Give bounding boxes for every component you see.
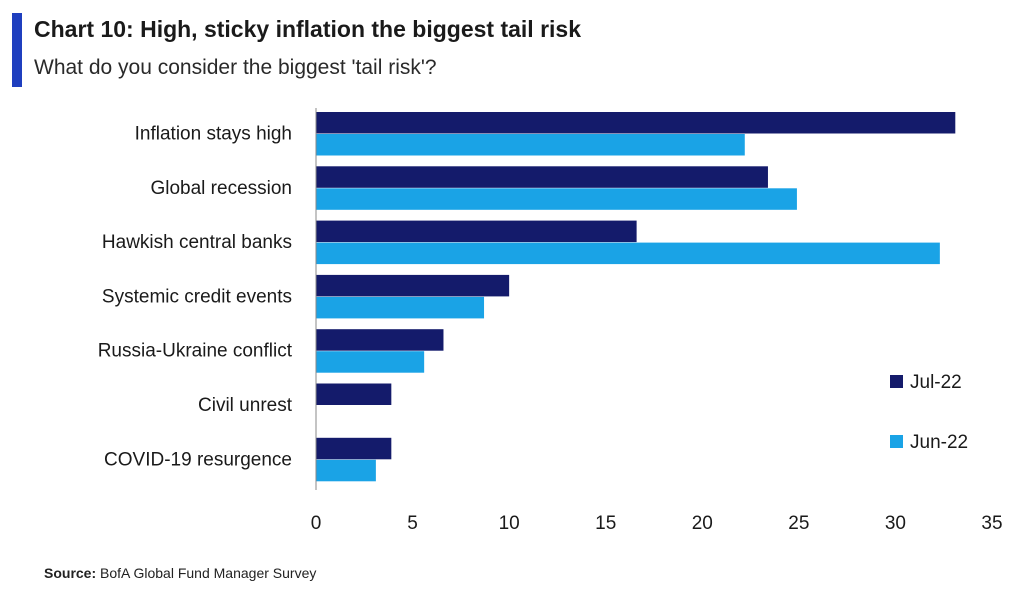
- category-label: Inflation stays high: [135, 124, 292, 145]
- bar-jul-22: [316, 274, 510, 297]
- bar-jul-22: [316, 166, 768, 188]
- source-label: Source:: [44, 565, 97, 581]
- bar-jun-22: [316, 351, 425, 373]
- title-accent-bar: [12, 13, 22, 87]
- source-note: Source: BofA Global Fund Manager Survey: [44, 565, 316, 581]
- bar-jul-22: [316, 329, 444, 351]
- legend-swatch-jul-22: [890, 375, 903, 388]
- category-label: Civil unrest: [198, 395, 293, 416]
- category-label: Global recession: [150, 178, 292, 199]
- bar-jul-22: [316, 112, 956, 134]
- bar-jun-22: [316, 296, 485, 319]
- x-tick-label: 10: [499, 513, 520, 534]
- x-tick-label: 5: [407, 513, 418, 534]
- x-tick-label: 0: [311, 513, 322, 534]
- bar-jul-22: [316, 220, 637, 243]
- x-tick-label: 25: [788, 513, 809, 534]
- x-tick-label: 30: [885, 513, 906, 534]
- x-tick-label: 15: [595, 513, 616, 534]
- bar-jun-22: [316, 134, 745, 156]
- category-label: COVID-19 resurgence: [104, 449, 292, 470]
- chart-title: Chart 10: High, sticky inflation the big…: [34, 16, 581, 42]
- category-label: Russia-Ukraine conflict: [98, 341, 293, 362]
- bar-jun-22: [316, 188, 797, 210]
- x-tick-label: 20: [692, 513, 713, 534]
- source-text: BofA Global Fund Manager Survey: [100, 565, 317, 581]
- bar-jul-22: [316, 437, 392, 460]
- bar-jun-22: [316, 242, 940, 265]
- category-label: Hawkish central banks: [102, 232, 292, 253]
- legend-label: Jun-22: [910, 432, 968, 453]
- bar-jul-22: [316, 383, 392, 405]
- x-tick-label: 35: [981, 513, 1002, 534]
- legend-swatch-jun-22: [890, 435, 903, 448]
- category-label: Systemic credit events: [102, 286, 292, 307]
- chart-subtitle: What do you consider the biggest 'tail r…: [34, 56, 437, 79]
- bar-jun-22: [316, 459, 376, 482]
- legend-label: Jul-22: [910, 372, 962, 393]
